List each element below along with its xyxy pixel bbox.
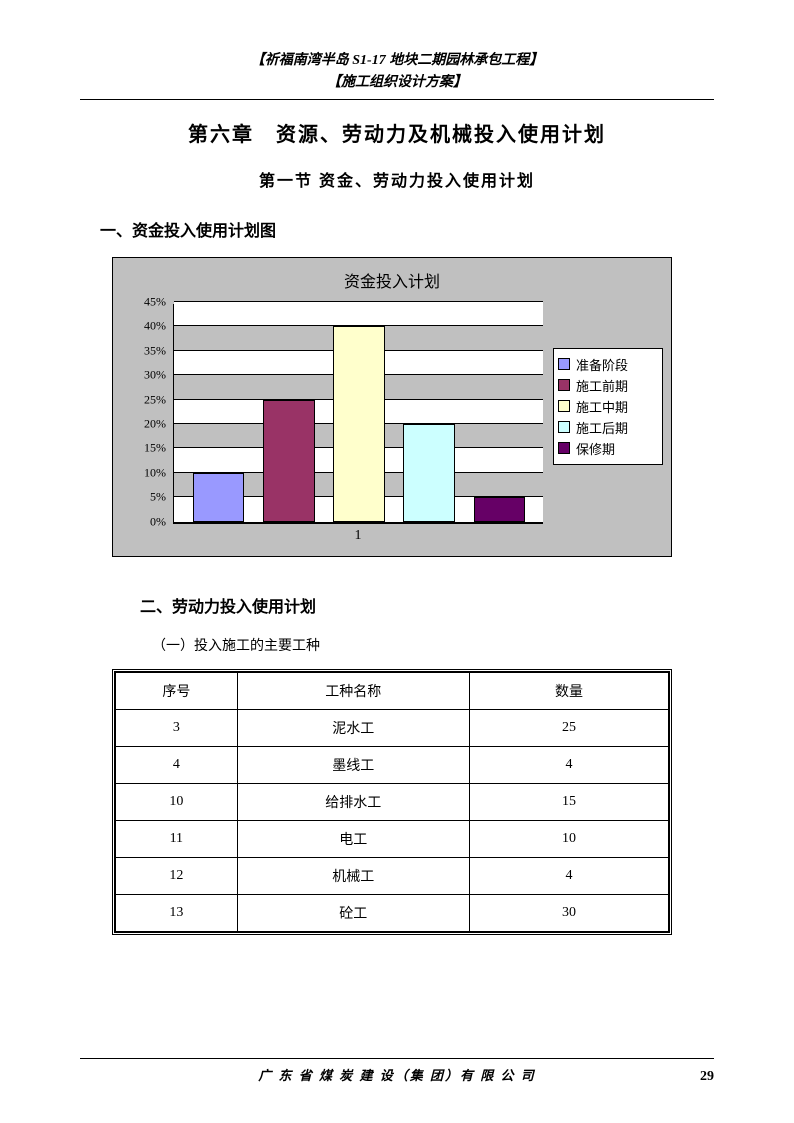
chart-bar [403,424,455,522]
chart-bar [333,326,385,522]
subheading-1: 一、资金投入使用计划图 [100,217,714,241]
chart-y-tick-label: 25% [126,392,166,407]
chart-y-tick-label: 15% [126,441,166,456]
chart-plot-area: 0%5%10%15%20%25%30%35%40%45% [173,304,543,524]
table-row: 11电工10 [116,820,669,857]
labor-table: 序号工种名称数量3泥水工254墨线工410给排水工1511电工1012机械工41… [112,669,672,935]
chart-y-tick-label: 10% [126,465,166,480]
legend-swatch [558,358,570,370]
table-header-cell: 序号 [116,672,238,709]
table-header-cell: 工种名称 [237,672,469,709]
table-cell: 25 [469,709,668,746]
table-header-cell: 数量 [469,672,668,709]
legend-label: 准备阶段 [576,355,628,374]
table-cell: 4 [469,857,668,894]
legend-swatch [558,421,570,433]
legend-label: 施工中期 [576,397,628,416]
chart-y-tick-label: 45% [126,294,166,309]
table-row: 3泥水工25 [116,709,669,746]
table-cell: 10 [469,820,668,857]
funding-bar-chart: 资金投入计划 0%5%10%15%20%25%30%35%40%45% 1 准备… [112,257,672,557]
table-cell: 13 [116,894,238,931]
section-title: 第一节 资金、劳动力投入使用计划 [80,167,714,191]
table-row: 12机械工4 [116,857,669,894]
legend-label: 施工后期 [576,418,628,437]
table-row: 4墨线工4 [116,746,669,783]
header-line-1: 【祈福南湾半岛 S1-17 地块二期园林承包工程】 [80,50,714,72]
chart-y-tick-label: 20% [126,417,166,432]
table-cell: 30 [469,894,668,931]
table-cell: 4 [116,746,238,783]
legend-item: 准备阶段 [558,355,658,374]
footer-rule [80,1058,714,1059]
page-header: 【祈福南湾半岛 S1-17 地块二期园林承包工程】 【施工组织设计方案】 [80,50,714,95]
legend-item: 施工前期 [558,376,658,395]
table-cell: 砼工 [237,894,469,931]
chart-bar [474,497,526,521]
header-line-2: 【施工组织设计方案】 [80,72,714,94]
legend-swatch [558,400,570,412]
chapter-title: 第六章 资源、劳动力及机械投入使用计划 [80,118,714,147]
chart-bar [263,400,315,522]
footer-page-number: 29 [674,1069,714,1085]
chart-y-tick-label: 40% [126,319,166,334]
table-cell: 10 [116,783,238,820]
page-footer: 广 东 省 煤 炭 建 设（集 团）有 限 公 司 29 [80,1058,714,1085]
chart-title: 资金投入计划 [113,268,671,292]
chart-y-tick-label: 35% [126,343,166,358]
table-row: 10给排水工15 [116,783,669,820]
legend-item: 保修期 [558,439,658,458]
subheading-3: （一）投入施工的主要工种 [152,635,714,655]
legend-item: 施工中期 [558,397,658,416]
table-cell: 11 [116,820,238,857]
chart-x-group-label: 1 [173,528,543,544]
chart-y-tick-label: 0% [126,514,166,529]
legend-swatch [558,442,570,454]
table-cell: 12 [116,857,238,894]
table-row: 13砼工30 [116,894,669,931]
table-cell: 电工 [237,820,469,857]
header-rule [80,99,714,100]
table-cell: 机械工 [237,857,469,894]
legend-swatch [558,379,570,391]
subheading-2: 二、劳动力投入使用计划 [140,593,714,617]
table-header-row: 序号工种名称数量 [116,672,669,709]
chart-bar [193,473,245,522]
table-cell: 墨线工 [237,746,469,783]
table-cell: 4 [469,746,668,783]
legend-item: 施工后期 [558,418,658,437]
legend-label: 保修期 [576,439,615,458]
chart-y-tick-label: 30% [126,368,166,383]
footer-company: 广 东 省 煤 炭 建 设（集 团）有 限 公 司 [120,1065,674,1084]
table-cell: 泥水工 [237,709,469,746]
table-cell: 给排水工 [237,783,469,820]
table-cell: 3 [116,709,238,746]
chart-y-tick-label: 5% [126,490,166,505]
legend-label: 施工前期 [576,376,628,395]
chart-legend: 准备阶段施工前期施工中期施工后期保修期 [553,348,663,465]
table-cell: 15 [469,783,668,820]
